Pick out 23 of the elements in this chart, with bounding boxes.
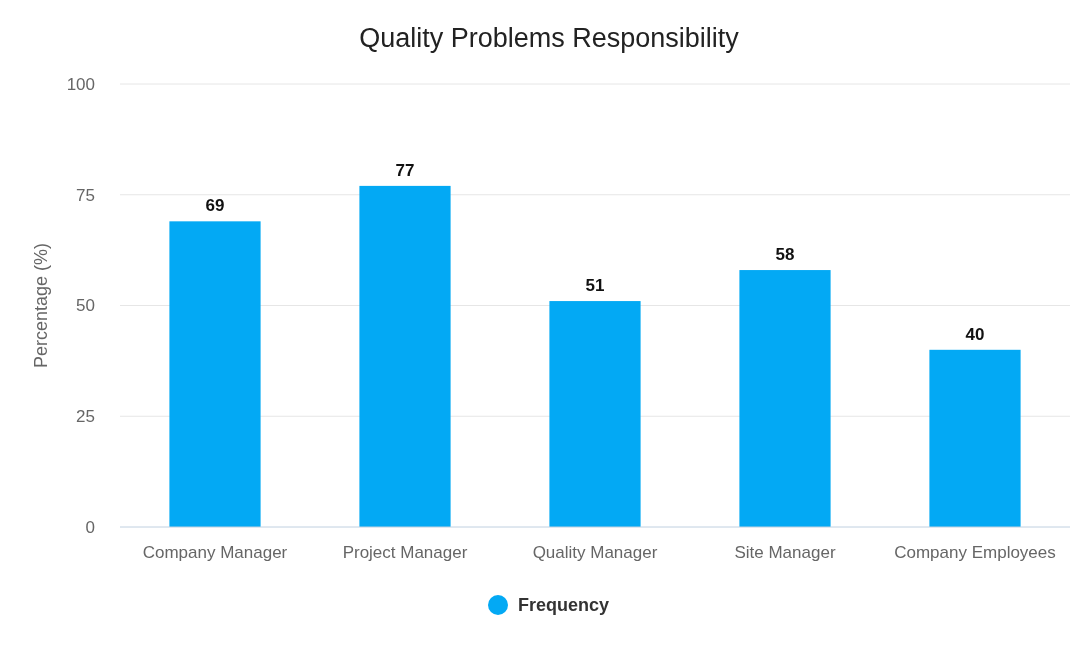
y-tick-label: 25 xyxy=(76,407,95,427)
bar xyxy=(929,349,1021,527)
chart-title: Quality Problems Responsibility xyxy=(359,23,740,53)
y-tick-label: 50 xyxy=(76,296,95,316)
data-label: 77 xyxy=(395,160,415,180)
data-label: 69 xyxy=(205,196,225,216)
y-axis-title: Percentage (%) xyxy=(31,242,51,369)
x-tick-label: Site Manager xyxy=(734,543,836,562)
data-label: 58 xyxy=(775,245,795,265)
bar xyxy=(739,270,831,527)
y-tick-label: 75 xyxy=(76,185,95,205)
x-tick-label: Project Manager xyxy=(342,543,468,562)
data-label: 40 xyxy=(965,324,985,344)
x-tick-label: Company Manager xyxy=(142,543,288,562)
bar xyxy=(359,185,451,527)
legend-label: Frequency xyxy=(518,595,610,616)
bar xyxy=(549,301,641,527)
bar xyxy=(169,221,261,527)
y-tick-label: 100 xyxy=(66,74,95,94)
x-tick-label: Quality Manager xyxy=(532,543,658,562)
y-tick-label: 0 xyxy=(85,517,95,537)
data-label: 51 xyxy=(585,276,605,296)
x-tick-label: Company Employees xyxy=(894,543,1056,562)
